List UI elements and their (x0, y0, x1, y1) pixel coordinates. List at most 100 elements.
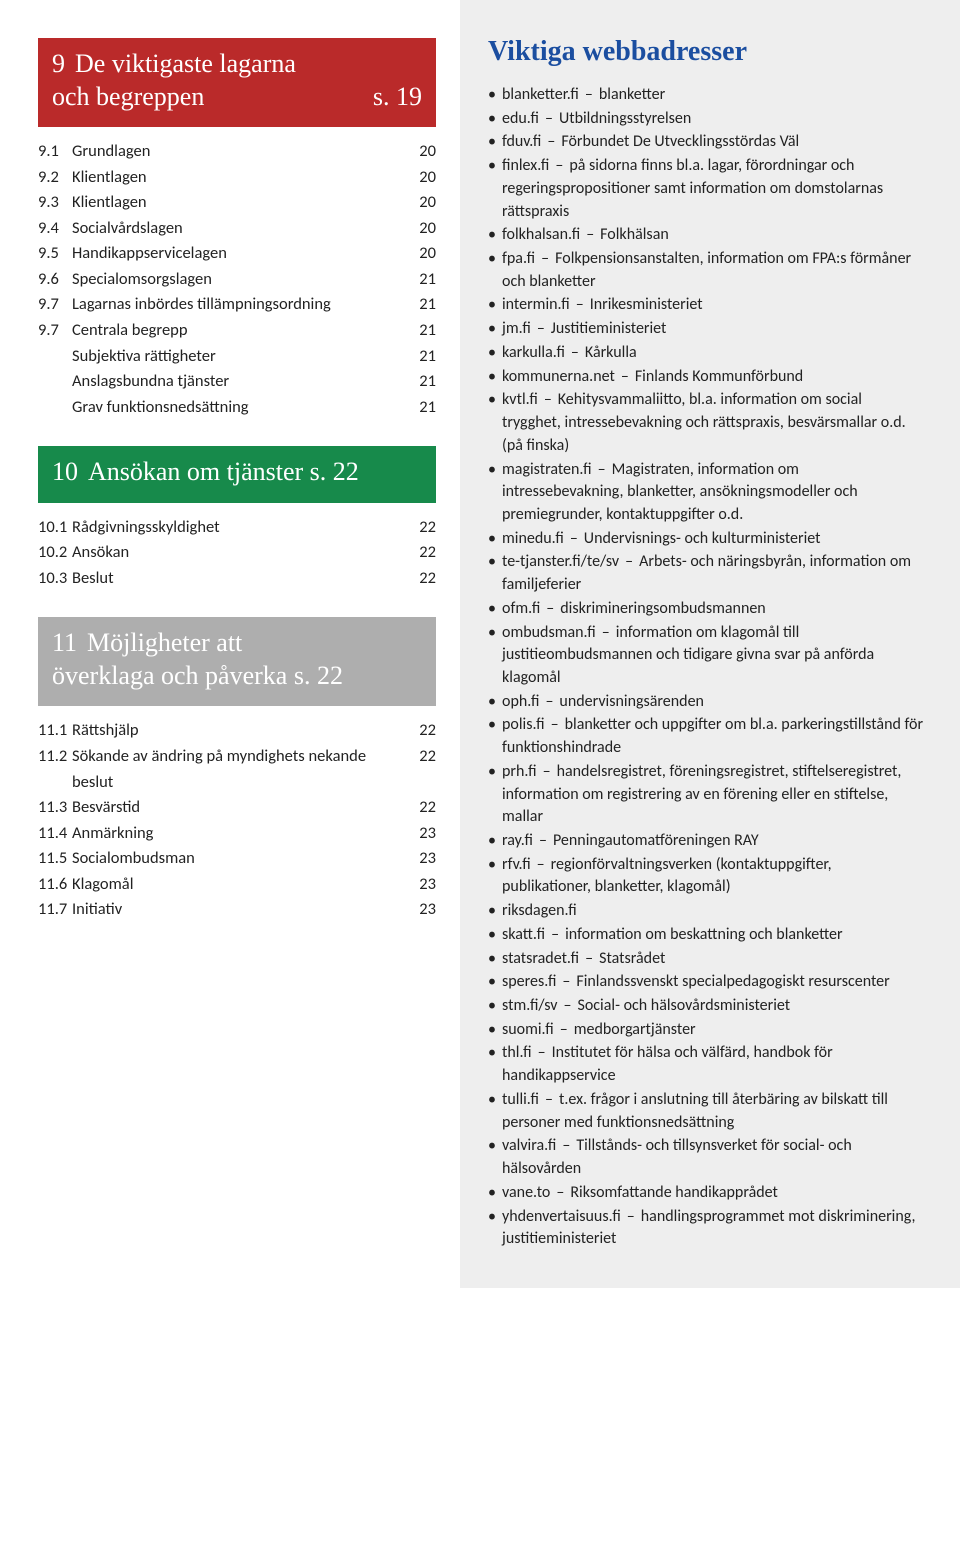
web-address-item: fduv.fi–Förbundet De Utvecklingsstördas … (488, 131, 924, 154)
web-address-domain: riksdagen.fi (502, 901, 577, 920)
toc-item-label: Lagarnas inbördes tillämpningsordning (72, 292, 410, 318)
toc-item-label: Specialomsorgslagen (72, 267, 410, 293)
web-address-desc: medborgartjänster (574, 1020, 696, 1039)
web-address-domain: tulli.fi (502, 1090, 539, 1109)
toc-item: 10.3Beslut22 (38, 566, 436, 592)
toc-item-label: Besvärstid (72, 795, 410, 821)
web-address-desc: Finlands Kommunförbund (635, 367, 803, 386)
toc-item-label: Subjektiva rättigheter (38, 344, 410, 370)
toc-item-number: 9.5 (38, 241, 72, 267)
web-address-domain: ombudsman.fi (502, 623, 596, 642)
toc-item-label: Grav funktionsnedsättning (38, 395, 410, 421)
web-address-item: jm.fi–Justitieministeriet (488, 318, 924, 341)
toc-item-label: Initiativ (72, 897, 410, 923)
toc-item-label: Klagomål (72, 872, 410, 898)
web-address-domain: speres.fi (502, 972, 556, 991)
toc-item-number: 11.7 (38, 897, 72, 923)
web-address-item: thl.fi–Institutet för hälsa och välfärd,… (488, 1042, 924, 1087)
web-address-desc: Förbundet De Utvecklingsstördas Väl (561, 132, 799, 151)
web-address-item: rfv.fi–regionförvaltningsverken (kontakt… (488, 854, 924, 899)
toc-item-label: Klientlagen (72, 165, 410, 191)
toc-item-number: 11.1 (38, 718, 72, 744)
toc-item-number: 10.2 (38, 540, 72, 566)
toc-item: 9.2Klientlagen20 (38, 165, 436, 191)
toc-item: 9.6Specialomsorgslagen21 (38, 267, 436, 293)
toc-item-number: 11.6 (38, 872, 72, 898)
toc-item-page: 20 (410, 139, 436, 165)
web-address-item: minedu.fi–Undervisnings- och kulturminis… (488, 528, 924, 551)
toc-item: 10.2Ansökan22 (38, 540, 436, 566)
toc-item-page: 21 (410, 267, 436, 293)
toc-item-label: Klientlagen (72, 190, 410, 216)
dash-separator: – (579, 949, 599, 968)
web-address-domain: thl.fi (502, 1043, 532, 1062)
web-address-desc: Riksomfattande handikapprådet (570, 1183, 778, 1202)
web-address-desc: Social- och hälsovårdsministeriet (578, 996, 791, 1015)
right-column: Viktiga webbadresser blanketter.fi–blank… (460, 0, 960, 1288)
section-title-text: överklaga och påverka s. 22 (52, 660, 343, 693)
toc-item: 11.7Initiativ23 (38, 897, 436, 923)
web-address-domain: fduv.fi (502, 132, 541, 151)
dash-separator: – (554, 1020, 574, 1039)
dash-separator: – (531, 319, 551, 338)
dash-separator: – (545, 715, 565, 734)
dash-separator: – (619, 552, 639, 571)
web-address-domain: oph.fi (502, 692, 539, 711)
web-address-item: folkhalsan.fi–Folkhälsan (488, 224, 924, 247)
dash-separator: – (545, 925, 565, 944)
toc-item: 11.3Besvärstid22 (38, 795, 436, 821)
web-address-item: magistraten.fi–Magistraten, information … (488, 459, 924, 527)
section-title-text: De viktigaste lagarna (75, 48, 296, 81)
toc-item: 10.1Rådgivningsskyldighet22 (38, 515, 436, 541)
web-address-item: ombudsman.fi–information om klagomål til… (488, 622, 924, 690)
web-address-domain: finlex.fi (502, 156, 549, 175)
toc-item-page: 21 (410, 318, 436, 344)
dash-separator: – (592, 460, 612, 479)
toc-item-label: Beslut (72, 566, 410, 592)
web-address-desc: Kehitysvammaliitto, bl.a. information om… (502, 390, 906, 454)
dash-separator: – (570, 295, 590, 314)
dash-separator: – (539, 692, 559, 711)
section-title-line: 10Ansökan om tjänster s. 22 (52, 456, 422, 489)
web-address-item: speres.fi–Finlandssvenskt specialpedagog… (488, 971, 924, 994)
web-address-desc: blanketter (599, 85, 665, 104)
web-address-desc: information om beskattning och blankette… (565, 925, 843, 944)
web-address-item: finlex.fi–på sidorna finns bl.a. lagar, … (488, 155, 924, 223)
toc-item-label: Socialvårdslagen (72, 216, 410, 242)
web-address-item: stm.fi/sv–Social- och hälsovårdsminister… (488, 995, 924, 1018)
right-column-title: Viktiga webbadresser (488, 36, 924, 68)
toc-item-page: 23 (410, 821, 436, 847)
web-address-domain: ray.fi (502, 831, 533, 850)
web-address-domain: yhdenvertaisuus.fi (502, 1207, 621, 1226)
web-address-desc: handelsregistret, föreningsregistret, st… (502, 762, 901, 826)
web-address-item: vane.to–Riksomfattande handikapprådet (488, 1182, 924, 1205)
toc-item: 9.7Centrala begrepp21 (38, 318, 436, 344)
toc-item-label: Ansökan (72, 540, 410, 566)
section-page-ref: s. 19 (373, 81, 422, 114)
toc-item: Grav funktionsnedsättning21 (38, 395, 436, 421)
toc-item-page: 20 (410, 165, 436, 191)
dash-separator: – (558, 996, 578, 1015)
section-number: 10 (52, 456, 78, 489)
web-address-item: riksdagen.fi (488, 900, 924, 923)
toc-item-number: 9.4 (38, 216, 72, 242)
web-address-item: skatt.fi–information om beskattning och … (488, 924, 924, 947)
toc-item-number: 10.1 (38, 515, 72, 541)
dash-separator: – (532, 1043, 552, 1062)
toc-item-page: 22 (410, 566, 436, 592)
web-address-domain: rfv.fi (502, 855, 531, 874)
web-address-desc: Folkpensionsanstalten, information om FP… (502, 249, 911, 291)
web-address-domain: fpa.fi (502, 249, 535, 268)
dash-separator: – (621, 1207, 641, 1226)
dash-separator: – (579, 85, 599, 104)
web-address-desc: diskrimineringsombudsmannen (560, 599, 765, 618)
web-address-domain: stm.fi/sv (502, 996, 558, 1015)
web-address-item: polis.fi–blanketter och uppgifter om bl.… (488, 714, 924, 759)
web-address-domain: intermin.fi (502, 295, 570, 314)
web-address-item: kvtl.fi–Kehitysvammaliitto, bl.a. inform… (488, 389, 924, 457)
web-address-item: ofm.fi–diskrimineringsombudsmannen (488, 598, 924, 621)
web-address-domain: blanketter.fi (502, 85, 579, 104)
web-address-domain: karkulla.fi (502, 343, 565, 362)
toc-item: 9.5Handikappservicelagen20 (38, 241, 436, 267)
web-address-domain: minedu.fi (502, 529, 564, 548)
